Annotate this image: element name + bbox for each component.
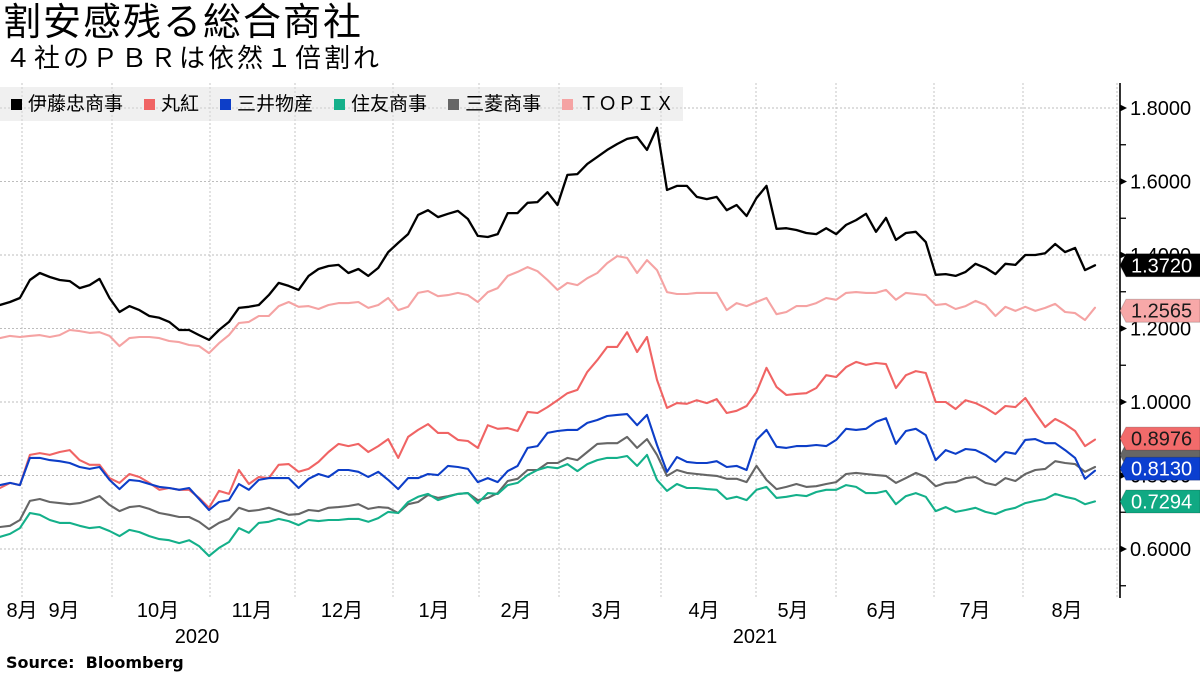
chart-title: 割安感残る総合商社 xyxy=(3,0,364,44)
gridlines xyxy=(0,83,1118,598)
tag-shape xyxy=(1119,298,1200,323)
tag-shape xyxy=(1119,456,1200,481)
y-tick-label: 1.0000 xyxy=(1130,392,1191,414)
legend-label: 三井物産 xyxy=(237,93,314,115)
major-tick-icon xyxy=(1120,325,1127,332)
y-tick-label: 1.8000 xyxy=(1130,98,1191,120)
legend-item-topix: ＴＯＰＩＸ xyxy=(562,93,674,115)
legend-swatch-icon xyxy=(334,98,346,110)
series-line-sumitomo xyxy=(0,453,1097,558)
last-value-tag-marubeni: 0.8976 xyxy=(1119,426,1200,451)
series-line-itochu xyxy=(0,126,1097,342)
legend-item-mitsui: 三井物産 xyxy=(220,93,313,115)
legend-item-itochu: 伊藤忠商事 xyxy=(11,93,123,115)
last-value-tag-sumitomo: 0.7294 xyxy=(1119,489,1200,514)
tag-value: 1.2565 xyxy=(1131,301,1192,323)
series-line-mitsui xyxy=(0,413,1097,512)
last-value-tag-mitsui: 0.8130 xyxy=(1119,456,1200,481)
major-tick-icon xyxy=(1120,398,1127,406)
source-note: Source: Bloomberg xyxy=(6,653,184,672)
tag-value: 0.8976 xyxy=(1131,429,1192,451)
major-tick-icon xyxy=(1120,178,1127,185)
legend-label: 住友商事 xyxy=(351,93,428,115)
y-tick-label: 1.2000 xyxy=(1130,319,1191,341)
legend-item-mitsubishi: 三菱商事 xyxy=(448,93,541,115)
major-tick-icon xyxy=(1120,545,1127,553)
series-line-topix xyxy=(0,255,1097,355)
legend-label: ＴＯＰＩＸ xyxy=(579,93,675,115)
major-tick-icon xyxy=(1120,472,1127,479)
series-lines xyxy=(0,126,1097,558)
legend-label: 三菱商事 xyxy=(465,93,542,115)
major-tick-icon xyxy=(1120,251,1127,259)
tag-value: 1.3720 xyxy=(1131,255,1192,277)
tag-shape xyxy=(1119,426,1200,451)
legend-swatch-icon xyxy=(220,98,232,110)
y-tick-label: 1.6000 xyxy=(1130,172,1191,194)
legend-item-sumitomo: 住友商事 xyxy=(334,93,427,115)
last-value-tag-itochu: 1.3720 xyxy=(1119,253,1200,278)
tag-value: 0.8130 xyxy=(1131,459,1192,481)
legend-swatch-icon xyxy=(562,98,574,110)
series-line-mitsubishi xyxy=(0,435,1097,531)
chart-subtitle: ４社のＰＢＲは依然１倍割れ xyxy=(5,44,383,74)
legend-label: 丸紅 xyxy=(161,93,200,115)
y-tick-label: 0.6000 xyxy=(1130,539,1191,561)
legend: 伊藤忠商事 丸紅 三井物産 住友商事 三菱商事 ＴＯＰＩＸ xyxy=(0,87,683,121)
tag-value: 0.7294 xyxy=(1131,491,1192,513)
legend-item-marubeni: 丸紅 xyxy=(144,93,199,115)
legend-swatch-icon xyxy=(448,98,460,110)
legend-label: 伊藤忠商事 xyxy=(28,93,124,115)
legend-swatch-icon xyxy=(144,98,156,110)
legend-swatch-icon xyxy=(11,98,22,110)
tag-shape xyxy=(1119,489,1200,514)
major-tick-icon xyxy=(1120,104,1127,112)
tag-shape xyxy=(1119,253,1200,278)
last-value-tag-topix: 1.2565 xyxy=(1119,298,1200,323)
y-axis: 1.80001.60001.40001.20001.00000.80000.60… xyxy=(1119,83,1191,598)
last-value-labels: 1.2565 1.3720 0.8976 0.7294 0.8130 xyxy=(1119,253,1200,514)
